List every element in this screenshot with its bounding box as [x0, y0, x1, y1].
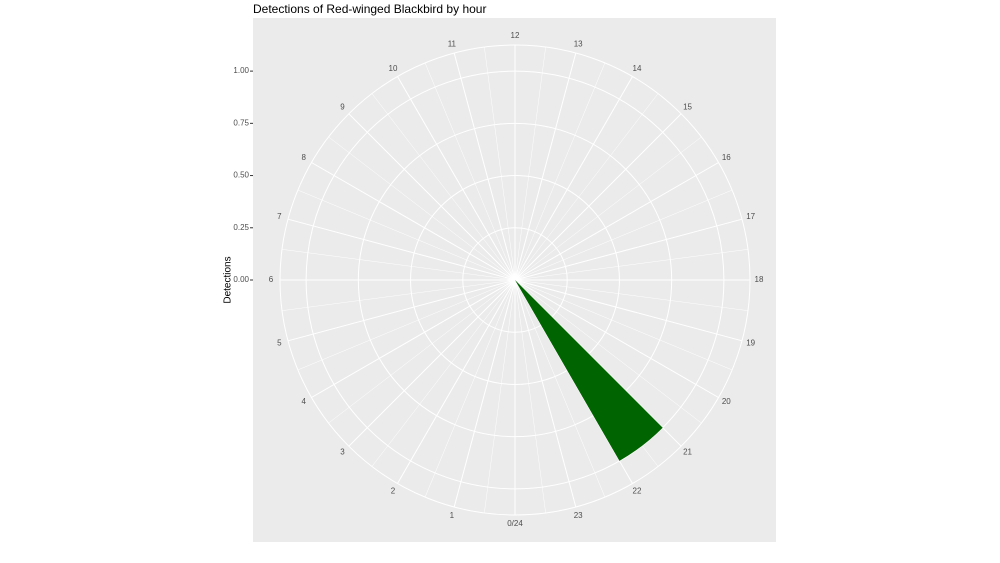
x-tick-label: 9 [340, 103, 345, 112]
grid-spoke [514, 218, 743, 281]
x-tick-label: 11 [448, 39, 457, 48]
grid-spoke [287, 279, 516, 342]
grid-spoke-minor [371, 93, 516, 281]
grid-spoke-minor [514, 279, 606, 498]
grid-spoke [514, 279, 682, 447]
grid-spoke [514, 52, 577, 281]
grid-spoke-minor [424, 62, 516, 281]
grid-spoke-minor [484, 46, 516, 281]
x-tick-label: 4 [301, 397, 306, 406]
x-tick-label: 21 [683, 448, 692, 457]
grid-spoke [514, 279, 719, 398]
x-tick-label: 10 [389, 64, 398, 73]
grid-spoke [514, 113, 682, 281]
grid-spoke-minor [514, 93, 659, 281]
grid-spoke [453, 279, 516, 508]
y-tick-label: 0.25 [233, 223, 249, 232]
x-tick-label: 18 [755, 275, 764, 284]
x-tick-label: 22 [633, 486, 642, 495]
x-tick-label: 13 [574, 39, 583, 48]
x-tick-label: 14 [633, 64, 642, 73]
grid-spoke-minor [514, 46, 546, 281]
x-tick-label: 23 [574, 511, 583, 520]
x-tick-label: 19 [746, 338, 755, 347]
y-tick-label: 1.00 [233, 66, 249, 75]
x-tick-label: 5 [277, 338, 282, 347]
y-tick-label: 0.00 [233, 275, 249, 284]
x-tick-label: 8 [301, 153, 306, 162]
x-tick-label: 20 [722, 397, 731, 406]
x-tick-label: 1 [450, 511, 455, 520]
grid-spoke [397, 279, 516, 484]
x-tick-label: 0/24 [507, 519, 523, 528]
x-tick-label: 6 [269, 275, 274, 284]
grid-spoke-minor [514, 249, 749, 281]
x-tick-label: 15 [683, 103, 692, 112]
grid-spoke-minor [424, 279, 516, 498]
grid-spoke-minor [297, 279, 516, 371]
grid-spoke [397, 76, 516, 281]
y-tick-label: 0.75 [233, 118, 249, 127]
y-tick-label: 0.50 [233, 171, 249, 180]
grid-spoke [348, 279, 516, 447]
grid-spoke-minor [281, 279, 516, 311]
bar [515, 280, 663, 461]
grid-spoke-minor [297, 189, 516, 281]
grid-spoke-minor [371, 279, 516, 467]
grid-spoke-minor [328, 136, 516, 281]
grid-spoke [514, 76, 633, 281]
x-tick-label: 17 [746, 212, 755, 221]
grid-spoke-minor [484, 279, 516, 514]
grid-spoke-minor [328, 279, 516, 424]
grid-spoke-minor [514, 279, 749, 311]
grid-spoke-minor [514, 62, 606, 281]
y-axis-title: Detections [223, 256, 234, 303]
x-tick-label: 16 [722, 153, 731, 162]
grid-spoke-minor [514, 136, 702, 281]
grid-spoke [311, 162, 516, 281]
grid-spoke [348, 113, 516, 281]
grid-spoke [287, 218, 516, 281]
x-tick-label: 3 [340, 448, 345, 457]
x-tick-label: 12 [511, 31, 520, 40]
grid-spoke [453, 52, 516, 281]
grid-spoke-minor [514, 279, 546, 514]
grid-spoke [514, 162, 719, 281]
grid-spoke-minor [514, 279, 702, 424]
grid-spoke [311, 279, 516, 398]
grid-spoke [514, 279, 577, 508]
grid-spoke-minor [514, 279, 733, 371]
grid-spoke-minor [281, 249, 516, 281]
x-tick-label: 2 [391, 486, 396, 495]
grid-spoke [514, 279, 743, 342]
grid-spoke-minor [514, 189, 733, 281]
x-tick-label: 7 [277, 212, 282, 221]
chart-title: Detections of Red-winged Blackbird by ho… [253, 2, 486, 16]
